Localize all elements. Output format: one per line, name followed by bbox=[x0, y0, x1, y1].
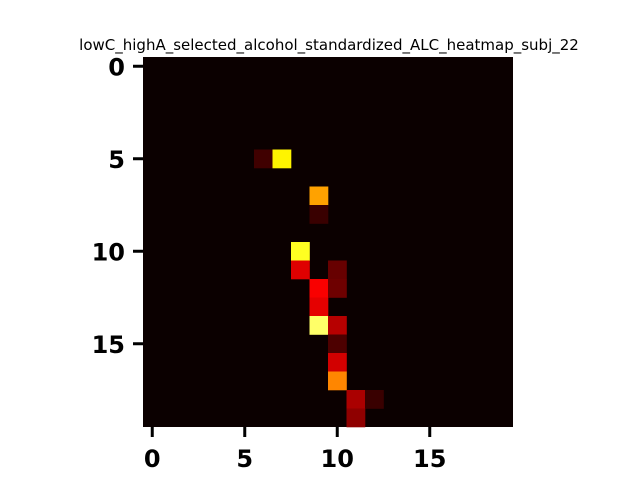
x-tick-label: 15 bbox=[413, 445, 446, 473]
heatmap-cell bbox=[254, 149, 273, 169]
y-tick-label: 0 bbox=[108, 53, 125, 81]
heatmap-cell bbox=[328, 316, 347, 335]
heatmap-cell bbox=[328, 353, 347, 372]
chart-title: lowC_highA_selected_alcohol_standardized… bbox=[79, 36, 579, 55]
heatmap-cells bbox=[143, 57, 513, 428]
heatmap-cell bbox=[309, 316, 329, 335]
x-tick-label: 5 bbox=[236, 445, 253, 473]
heatmap-cell bbox=[346, 390, 366, 409]
heatmap-cell bbox=[309, 279, 329, 298]
heatmap-cell bbox=[328, 371, 347, 391]
y-tick-label: 15 bbox=[92, 331, 125, 359]
heatmap-cell bbox=[309, 297, 329, 317]
heatmap-cell bbox=[309, 186, 329, 206]
heatmap-cell bbox=[328, 279, 347, 298]
y-tick-label: 10 bbox=[92, 238, 125, 266]
heatmap-cell bbox=[365, 390, 384, 409]
heatmap-cell bbox=[272, 149, 292, 169]
heatmap-cell bbox=[309, 205, 329, 224]
heatmap-cell bbox=[328, 334, 347, 354]
heatmap-cell bbox=[328, 260, 347, 280]
heatmap-cell bbox=[346, 408, 366, 428]
y-tick-label: 5 bbox=[108, 146, 125, 174]
axes: 0 5 10 15 0 5 10 15 bbox=[92, 53, 447, 473]
heatmap-cell bbox=[291, 260, 310, 280]
heatmap-cell bbox=[291, 242, 310, 261]
x-tick-label: 0 bbox=[144, 445, 161, 473]
x-tick-label: 10 bbox=[321, 445, 354, 473]
